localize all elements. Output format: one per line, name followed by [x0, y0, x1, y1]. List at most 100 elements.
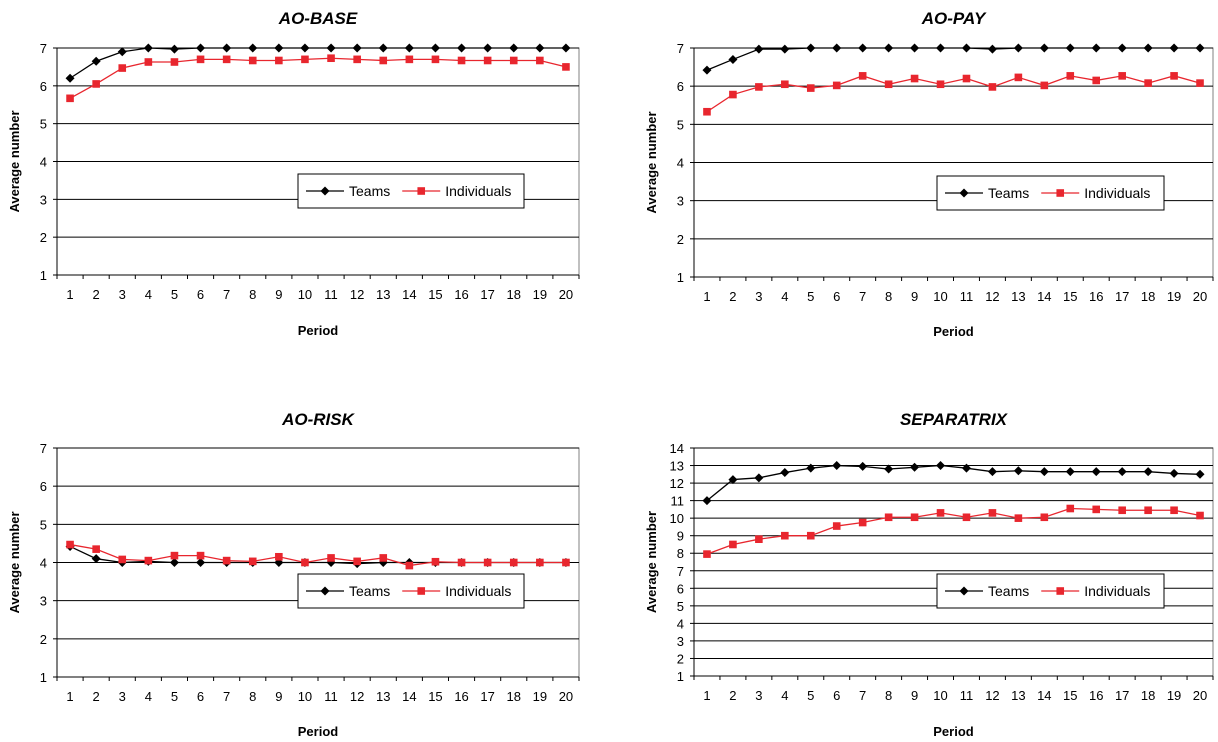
- data-point: [728, 54, 738, 64]
- y-tick-label: 4: [677, 616, 684, 631]
- data-point: [169, 558, 179, 567]
- y-tick-label: 10: [670, 511, 684, 526]
- data-point: [1196, 79, 1204, 87]
- x-tick-label: 9: [275, 287, 282, 302]
- legend-label: Teams: [349, 583, 390, 599]
- x-tick-label: 6: [833, 688, 840, 703]
- x-tick-label: 1: [703, 688, 710, 703]
- x-tick-label: 3: [119, 287, 126, 302]
- x-tick-label: 17: [1115, 289, 1129, 304]
- x-tick-label: 20: [1193, 688, 1207, 703]
- data-point: [703, 550, 711, 558]
- data-point: [222, 55, 231, 64]
- data-point: [66, 94, 74, 103]
- data-point: [509, 43, 519, 53]
- data-point: [1013, 466, 1023, 476]
- data-point: [144, 58, 153, 66]
- data-point: [196, 558, 206, 567]
- x-tick-label: 14: [402, 689, 416, 704]
- y-tick-label: 7: [40, 41, 47, 56]
- data-point: [248, 56, 257, 65]
- data-point: [1118, 72, 1126, 80]
- data-point: [1039, 43, 1049, 53]
- data-point: [222, 556, 231, 565]
- data-point: [457, 43, 467, 53]
- chart-title: AO-PAY: [921, 9, 987, 28]
- data-point: [729, 540, 737, 549]
- y-axis-label: Average number: [644, 111, 659, 213]
- x-tick-label: 12: [985, 688, 999, 703]
- x-tick-label: 13: [1011, 688, 1025, 703]
- x-tick-label: 10: [933, 289, 947, 304]
- x-tick-label: 1: [703, 289, 710, 304]
- x-tick-label: 10: [933, 688, 947, 703]
- x-tick-label: 13: [1011, 289, 1025, 304]
- legend-label: Teams: [988, 185, 1029, 201]
- data-point: [326, 43, 336, 53]
- x-tick-label: 6: [197, 689, 204, 704]
- data-point: [1092, 76, 1101, 85]
- legend: Teams Individuals: [936, 175, 1165, 211]
- legend-item-teams: Teams: [306, 583, 390, 599]
- data-point: [196, 551, 205, 560]
- x-tick-label: 6: [197, 287, 204, 302]
- data-point: [92, 80, 100, 88]
- data-point: [431, 55, 440, 64]
- x-tick-label: 14: [1037, 289, 1051, 304]
- data-point: [248, 557, 257, 566]
- x-tick-label: 19: [1167, 289, 1181, 304]
- data-point: [1118, 506, 1126, 515]
- y-tick-label: 3: [40, 594, 47, 609]
- data-point: [222, 43, 232, 53]
- y-tick-label: 5: [40, 117, 47, 132]
- data-point: [1092, 505, 1101, 514]
- data-point: [275, 552, 283, 561]
- chart-title: AO-BASE: [278, 9, 358, 28]
- data-point: [170, 58, 179, 66]
- data-point: [1091, 467, 1101, 477]
- data-point: [832, 81, 841, 90]
- data-point: [702, 65, 712, 75]
- data-point: [248, 43, 258, 53]
- data-point: [274, 43, 284, 53]
- x-tick-label: 3: [755, 688, 762, 703]
- data-point: [196, 55, 205, 64]
- series-individuals: [703, 504, 1204, 558]
- series-teams: [65, 43, 571, 83]
- data-point: [806, 463, 816, 473]
- data-point: [379, 554, 388, 562]
- data-point: [961, 43, 971, 53]
- data-point: [1065, 43, 1075, 53]
- legend: Teams Individuals: [297, 173, 525, 209]
- data-point: [988, 83, 997, 91]
- legend-item-teams: Teams: [945, 583, 1029, 599]
- data-point: [431, 557, 440, 566]
- x-tick-label: 2: [729, 688, 736, 703]
- data-point: [1040, 81, 1049, 90]
- legend-swatch-marker: [1056, 587, 1065, 595]
- data-point: [884, 80, 893, 89]
- data-point: [858, 518, 867, 527]
- x-tick-label: 17: [480, 689, 494, 704]
- y-axis-label: Average number: [644, 511, 659, 613]
- x-tick-label: 17: [1115, 688, 1129, 703]
- x-tick-label: 19: [533, 689, 547, 704]
- y-tick-label: 2: [40, 632, 47, 647]
- series-teams: [702, 461, 1205, 506]
- x-tick-label: 15: [428, 287, 442, 302]
- data-point: [754, 44, 764, 54]
- x-tick-label: 8: [885, 688, 892, 703]
- legend-label: Individuals: [445, 183, 511, 199]
- data-point: [1014, 73, 1023, 82]
- series-line: [69, 57, 567, 99]
- y-tick-label: 7: [40, 441, 47, 456]
- y-tick-label: 2: [677, 651, 684, 666]
- data-point: [858, 461, 868, 471]
- data-point: [910, 513, 919, 522]
- x-tick-label: 15: [428, 689, 442, 704]
- data-point: [780, 44, 790, 54]
